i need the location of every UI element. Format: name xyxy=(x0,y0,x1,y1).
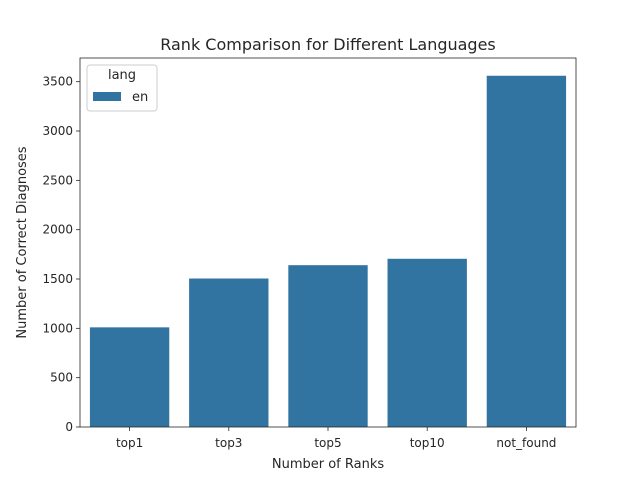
x-tick-label-top10: top10 xyxy=(410,436,445,450)
legend-title: lang xyxy=(108,68,136,83)
legend-label-en: en xyxy=(132,90,148,105)
x-tick-label-top3: top3 xyxy=(215,436,242,450)
legend-swatch-en xyxy=(93,92,121,101)
y-tick-label: 1000 xyxy=(42,321,73,335)
y-tick-label: 500 xyxy=(50,371,73,385)
chart-title: Rank Comparison for Different Languages xyxy=(160,35,496,54)
y-tick-label: 2500 xyxy=(42,173,73,187)
bar-top5 xyxy=(288,265,368,427)
legend: lang en xyxy=(86,64,158,112)
y-tick-label: 3500 xyxy=(42,75,73,89)
y-tick-label: 2000 xyxy=(42,223,73,237)
bar-top1 xyxy=(89,327,170,427)
x-tick-label-top5: top5 xyxy=(314,436,341,450)
y-tick-label: 0 xyxy=(65,420,73,434)
y-tick-label: 3000 xyxy=(42,124,73,138)
bar-not_found xyxy=(486,75,567,427)
y-tick-label: 1500 xyxy=(42,272,73,286)
bar-top3 xyxy=(189,278,269,427)
x-axis-label: Number of Ranks xyxy=(272,457,384,472)
plot-frame xyxy=(79,57,577,428)
y-axis-label: Number of Correct Diagnoses xyxy=(15,146,30,338)
x-tick-label-not_found: not_found xyxy=(496,436,556,450)
x-axis-ticks: top1 top3 top5 top10 not_found xyxy=(116,427,556,450)
y-axis-ticks: 0 500 1000 1500 2000 2500 3000 3500 xyxy=(42,75,80,434)
bar-top10 xyxy=(387,258,467,427)
x-tick-label-top1: top1 xyxy=(116,436,143,450)
bars-group xyxy=(89,75,567,427)
